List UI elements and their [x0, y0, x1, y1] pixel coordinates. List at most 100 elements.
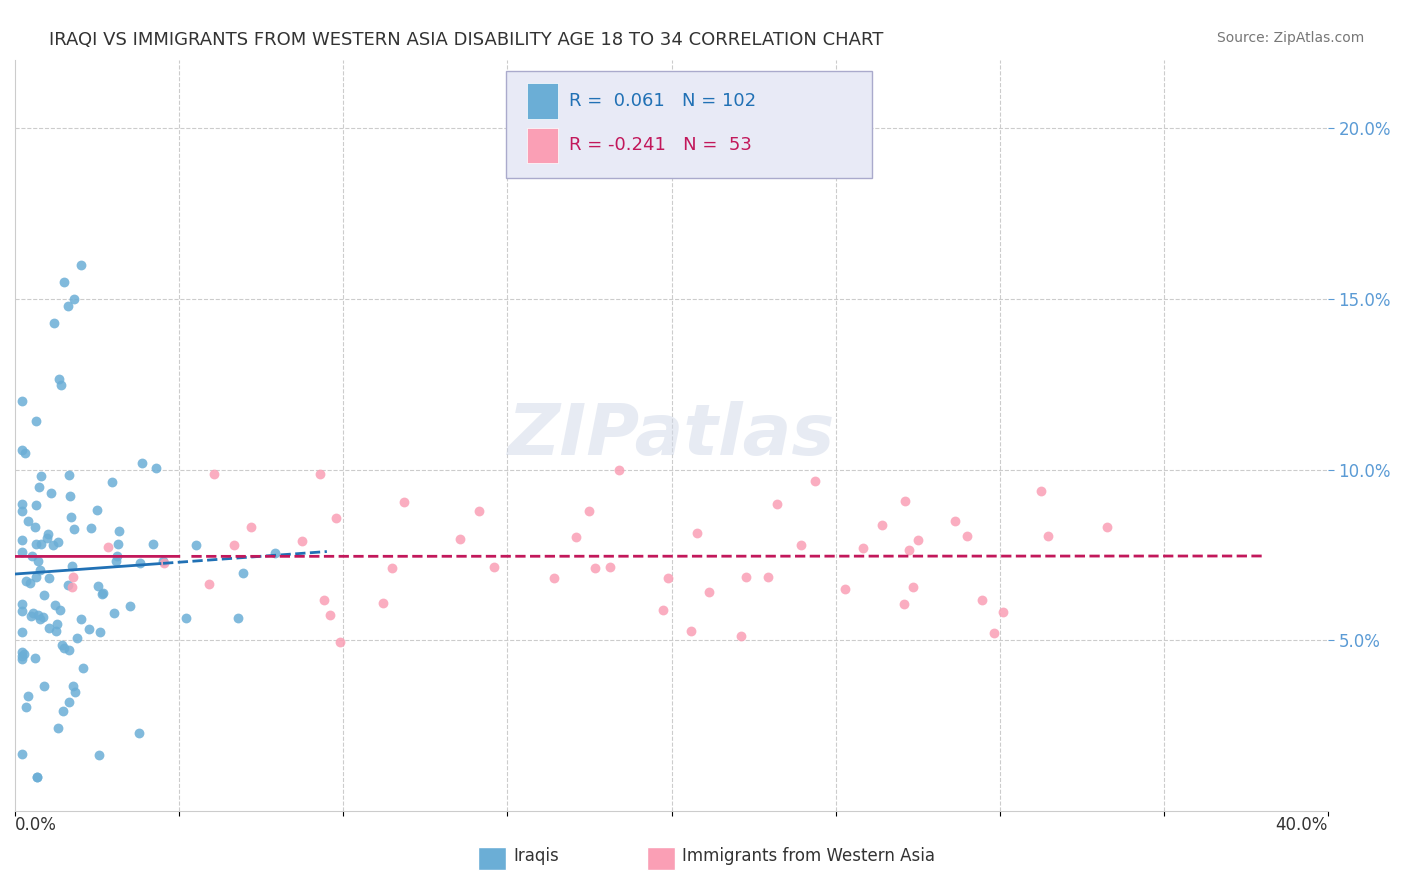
Point	[309, 467, 332, 482]
Point	[62, 679, 84, 693]
Point	[60, 580, 83, 594]
Point	[834, 582, 856, 597]
Point	[60, 559, 83, 574]
Point	[108, 524, 131, 538]
Point	[10, 652, 32, 666]
Point	[70, 612, 93, 626]
Point	[484, 559, 506, 574]
Point	[51, 638, 73, 652]
Point	[599, 560, 621, 574]
Point	[232, 566, 254, 580]
Point	[18, 576, 41, 591]
Point	[758, 570, 780, 584]
Point	[174, 611, 197, 625]
Point	[10, 504, 32, 518]
Point	[107, 537, 129, 551]
Point	[60, 510, 83, 524]
Point	[543, 571, 565, 585]
Point	[381, 561, 404, 575]
Point	[46, 534, 69, 549]
Point	[27, 608, 49, 623]
Point	[31, 610, 53, 624]
Point	[63, 684, 86, 698]
Point	[607, 462, 630, 476]
Point	[319, 608, 342, 623]
Point	[1029, 483, 1052, 498]
Point	[48, 372, 70, 386]
Text: IRAQI VS IMMIGRANTS FROM WESTERN ASIA DISABILITY AGE 18 TO 34 CORRELATION CHART: IRAQI VS IMMIGRANTS FROM WESTERN ASIA DI…	[49, 31, 883, 49]
Point	[63, 522, 86, 536]
Point	[142, 537, 165, 551]
Point	[69, 258, 91, 272]
Point	[97, 540, 120, 554]
Point	[62, 569, 84, 583]
Point	[28, 563, 51, 577]
Point	[10, 648, 32, 663]
Point	[222, 538, 245, 552]
Point	[44, 316, 66, 330]
Point	[10, 645, 32, 659]
Text: Immigrants from Western Asia: Immigrants from Western Asia	[682, 847, 935, 865]
Point	[30, 612, 52, 626]
Point	[21, 607, 44, 621]
Point	[30, 469, 52, 483]
Point	[870, 518, 893, 533]
Text: Iraqis: Iraqis	[513, 847, 560, 865]
Point	[56, 299, 79, 313]
Point	[13, 648, 35, 662]
Point	[89, 748, 111, 763]
Point	[17, 514, 39, 528]
Point	[239, 520, 262, 534]
Point	[10, 394, 32, 409]
Point	[59, 489, 82, 503]
Point	[17, 689, 39, 703]
Point	[25, 770, 48, 784]
Point	[945, 514, 967, 528]
Point	[27, 770, 49, 784]
Point	[972, 593, 994, 607]
Point	[72, 661, 94, 675]
Point	[25, 569, 48, 583]
Point	[852, 541, 875, 555]
Point	[105, 554, 128, 568]
Point	[105, 549, 128, 563]
Point	[765, 497, 787, 511]
Point	[565, 530, 588, 544]
Point	[52, 704, 75, 718]
Point	[32, 680, 55, 694]
Point	[53, 275, 76, 289]
Point	[21, 549, 44, 563]
Point	[39, 486, 62, 500]
Point	[14, 700, 37, 714]
Point	[583, 561, 606, 575]
Point	[30, 537, 52, 551]
Point	[44, 599, 66, 613]
Point	[10, 604, 32, 618]
Point	[263, 546, 285, 560]
Point	[991, 605, 1014, 619]
Point	[578, 504, 600, 518]
Point	[657, 571, 679, 585]
Point	[10, 497, 32, 511]
Point	[56, 578, 79, 592]
Point	[58, 695, 80, 709]
Point	[10, 625, 32, 640]
Point	[325, 511, 347, 525]
Point	[38, 621, 60, 635]
Point	[66, 632, 89, 646]
Point	[86, 503, 108, 517]
Point	[25, 537, 48, 551]
Point	[24, 651, 46, 665]
Point	[46, 721, 69, 735]
Point	[63, 292, 86, 306]
Point	[152, 554, 174, 568]
Point	[204, 467, 226, 482]
Point	[35, 531, 58, 545]
Point	[37, 526, 59, 541]
Point	[735, 570, 758, 584]
Point	[893, 597, 915, 611]
Point	[1095, 520, 1118, 534]
Point	[10, 597, 32, 611]
Point	[28, 480, 51, 494]
Point	[790, 538, 813, 552]
